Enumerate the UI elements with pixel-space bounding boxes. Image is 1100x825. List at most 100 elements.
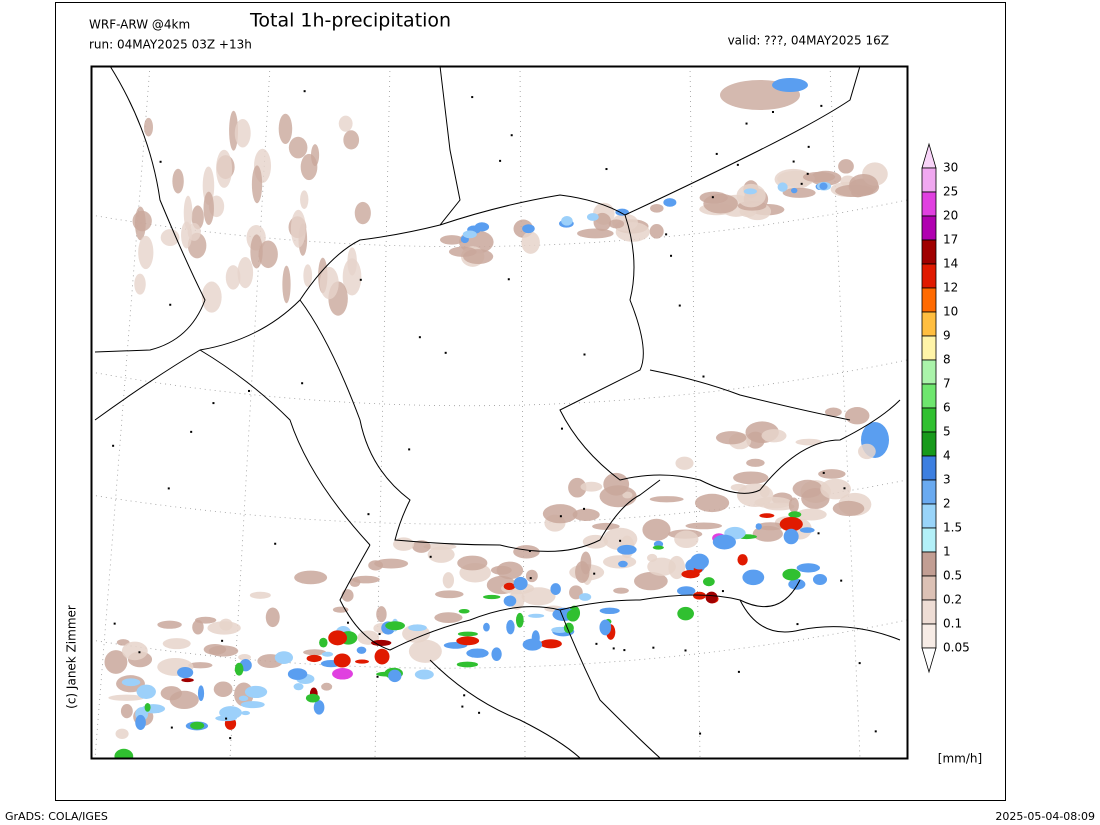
precip-cell bbox=[550, 583, 561, 596]
precip-cell bbox=[580, 481, 603, 492]
colorbar-label: 10 bbox=[943, 305, 958, 319]
precip-cell bbox=[313, 700, 325, 715]
precip-cell bbox=[521, 231, 540, 254]
city-dot bbox=[408, 448, 411, 451]
colorbar-label: 9 bbox=[943, 329, 951, 343]
precip-cell bbox=[238, 695, 249, 702]
precip-cell bbox=[799, 527, 815, 533]
precip-cell bbox=[321, 682, 333, 691]
precip-cell bbox=[343, 130, 360, 150]
precip-cell bbox=[782, 568, 801, 581]
color-box bbox=[921, 287, 937, 313]
precip-cell bbox=[265, 607, 280, 628]
precip-cell bbox=[427, 546, 455, 563]
precip-cell bbox=[818, 469, 846, 479]
precip-cell bbox=[647, 557, 676, 576]
precip-cell bbox=[144, 702, 151, 712]
color-box bbox=[921, 359, 937, 385]
precip-cell bbox=[849, 173, 879, 195]
precip-cell bbox=[652, 545, 664, 550]
precip-cell bbox=[705, 591, 718, 604]
precip-cell bbox=[649, 224, 664, 239]
city-dot bbox=[736, 163, 739, 166]
city-dot bbox=[499, 159, 502, 162]
precip-cell bbox=[820, 478, 851, 500]
map bbox=[90, 65, 909, 760]
precip-cell bbox=[172, 168, 184, 194]
color-box bbox=[921, 263, 937, 289]
precip-cell bbox=[525, 569, 538, 583]
precip-cell bbox=[463, 249, 494, 265]
colorbar-label: 6 bbox=[943, 401, 951, 415]
precip-cell bbox=[332, 668, 353, 680]
precip-cell bbox=[792, 479, 823, 498]
colorbar-label: 5 bbox=[943, 425, 951, 439]
color-box bbox=[921, 503, 937, 529]
precip-cell bbox=[135, 714, 146, 730]
color-box bbox=[921, 575, 937, 601]
precip-cell bbox=[795, 438, 823, 446]
city-dot bbox=[806, 172, 809, 175]
precip-cell bbox=[528, 613, 545, 618]
precip-cell bbox=[779, 516, 803, 532]
city-dot bbox=[478, 711, 481, 714]
precip-cell bbox=[736, 183, 766, 208]
precip-cell bbox=[603, 527, 638, 551]
colorbar-arrow bbox=[921, 142, 937, 169]
precip-cell bbox=[796, 563, 821, 573]
precip-cell bbox=[278, 113, 293, 144]
color-box bbox=[921, 383, 937, 409]
precip-cell bbox=[466, 648, 489, 658]
precip-cell bbox=[435, 590, 464, 599]
precip-cell bbox=[374, 558, 409, 569]
precip-cell bbox=[812, 574, 828, 585]
precip-cell bbox=[677, 586, 696, 596]
precip-cell bbox=[456, 661, 478, 668]
city-dot bbox=[303, 90, 306, 93]
precip-cell bbox=[251, 165, 263, 204]
precip-cell bbox=[742, 569, 765, 586]
precip-cell bbox=[282, 265, 291, 304]
precip-cell bbox=[783, 528, 799, 545]
precip-cell bbox=[761, 429, 787, 443]
city-dot bbox=[471, 96, 474, 99]
precip-cell bbox=[690, 553, 709, 570]
precip-cell bbox=[290, 209, 306, 248]
precip-cell bbox=[114, 748, 134, 758]
colorbar-label: 0.05 bbox=[943, 641, 970, 655]
city-dot bbox=[138, 651, 141, 654]
precip-cell bbox=[241, 710, 251, 716]
precip-cell bbox=[351, 575, 380, 584]
map-body bbox=[91, 66, 907, 758]
colorbar-label: 17 bbox=[943, 233, 958, 247]
precip-cell bbox=[192, 619, 204, 635]
precip-cell bbox=[756, 522, 785, 531]
city-dot bbox=[510, 134, 513, 137]
frame bbox=[55, 2, 1006, 801]
valid-label: valid: ???, 04MAY2025 16Z bbox=[728, 34, 889, 48]
precip-cell bbox=[483, 622, 490, 632]
city-dot bbox=[159, 160, 162, 163]
precip-cell bbox=[321, 651, 334, 657]
precip-cell bbox=[144, 117, 153, 137]
precip-cell bbox=[108, 694, 145, 701]
city-dot bbox=[858, 662, 861, 665]
city-dot bbox=[367, 513, 370, 516]
run-label: run: 04MAY2025 03Z +13h bbox=[89, 38, 252, 52]
precip-cell bbox=[796, 508, 827, 521]
precip-cell bbox=[755, 523, 762, 530]
precip-cell bbox=[702, 577, 715, 587]
colorbar-label: 0.2 bbox=[943, 593, 962, 607]
precip-cell bbox=[216, 149, 233, 188]
precip-cell bbox=[586, 213, 599, 221]
precip-cell bbox=[104, 650, 128, 674]
precip-cell bbox=[188, 662, 213, 669]
precip-cell bbox=[603, 472, 630, 496]
city-dot bbox=[113, 622, 116, 625]
colorbar-label: 1 bbox=[943, 545, 951, 559]
precip-cell bbox=[685, 522, 723, 530]
precip-cell bbox=[250, 234, 263, 269]
city-dot bbox=[715, 152, 718, 155]
precip-cell bbox=[513, 576, 528, 591]
